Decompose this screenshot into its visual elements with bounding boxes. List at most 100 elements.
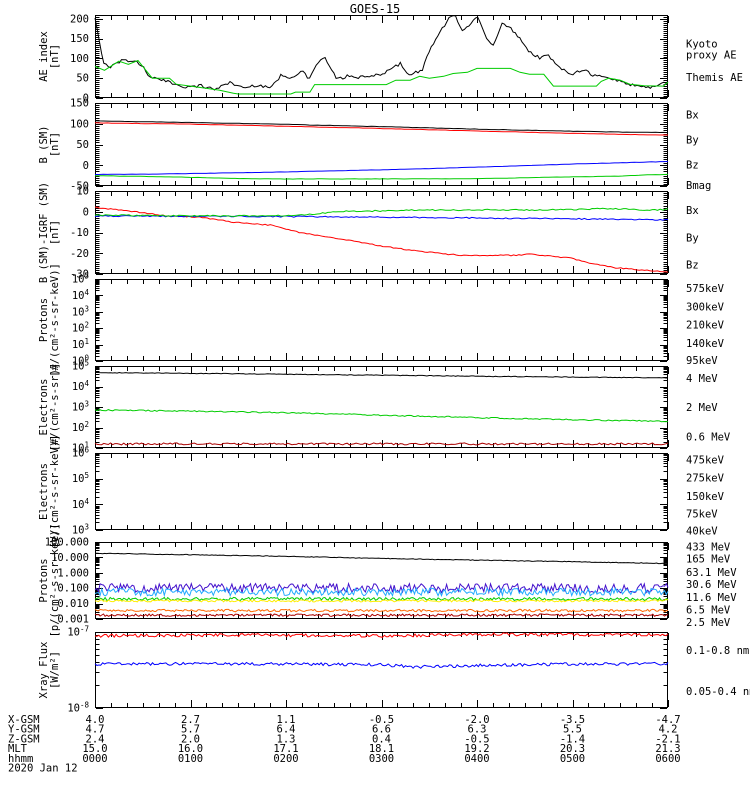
series-themis-ae [94,15,669,91]
y-tick-label: 102 [72,321,89,335]
ephemeris-value: 16.0 [178,743,203,755]
ephemeris-value: -3.5 [560,714,585,726]
panel-b-sm: -50 0 50 100 150 B (SM) [nT] Bx By Bz Bmag [38,98,711,193]
y-axis-title: Electrons [38,463,50,520]
y-tick-label: 10-8 [67,701,89,715]
ephemeris-value: 0600 [655,753,680,765]
y-tick-label: 10-7 [67,625,89,639]
legend-label: Bz [686,260,699,272]
legend-label: 575keV [686,283,725,295]
y-axis-units: [nT] [49,44,61,69]
legend-label: 475keV [686,455,725,467]
legend-label: 0.05-0.4 nm [686,686,750,698]
legend-label: 140keV [686,338,725,350]
panel-frame [95,542,668,619]
ephemeris-row-label: Y-GSM [8,724,40,736]
y-tick-label: -10 [70,227,89,239]
y-tick-label: 150 [70,33,89,45]
axis-ticks [95,542,669,620]
ephemeris-value: 5.7 [181,724,200,736]
panel-frame [95,453,668,530]
y-axis-units: [#/(cm²-s-sr-keV)] [49,263,61,377]
series-11.6-mev [94,586,669,598]
axis-ticks [95,191,669,275]
y-axis-units: [p/(cm²-s-sr-keV)] [49,524,61,638]
y-axis-units: [nT] [49,132,61,157]
legend-label: Themis AE [686,72,743,84]
y-tick-label: 103 [72,523,89,537]
y-tick-label: 10 [76,186,89,198]
y-axis-title: Electrons [38,379,50,436]
ephemeris-value: 0100 [178,753,203,765]
series-30.6-mev [94,596,669,602]
ephemeris-value: 2.7 [181,714,200,726]
ephemeris-value: 0000 [82,753,107,765]
ephemeris-value: 21.3 [655,743,680,755]
panel-electrons-mev: 101 102 103 104 105 Electrons [#/(cm²-s-sr)] 4 … [38,359,731,455]
ephemeris-value: 6.4 [277,724,296,736]
plot-title: GOES-15 [349,2,401,16]
panel-frame [95,15,668,98]
series-0.1-0.8-nm [94,632,669,639]
legend-label: By [686,134,699,146]
y-tick-label: 104 [72,379,90,393]
legend-label: 165 MeV [686,554,731,566]
axis-ticks [95,279,669,362]
legend-label: 433 MeV [686,541,731,553]
series-6.5-mev [94,581,669,595]
panel-frame [95,103,668,186]
ephemeris-value: 4.0 [86,714,105,726]
series-433-mev [94,613,669,618]
y-axis-title: Protons [38,298,50,342]
series-bx [94,214,669,221]
ephemeris-row-label: MLT [8,743,28,755]
y-tick-label: 0 [83,206,89,218]
legend-label: Bx [686,109,699,121]
y-tick-label: 0.001 [57,614,89,626]
y-axis-title: Protons [38,558,50,602]
axis-ticks [95,632,669,709]
legend-label: 4 MeV [686,373,718,385]
y-tick-label: 101 [72,441,89,455]
legend-label: 210keV [686,320,725,332]
ephemeris-value: -2.0 [464,714,489,726]
legend-label: 11.6 MeV [686,592,737,604]
ephemeris-value: 0500 [560,753,585,765]
axis-ticks [95,453,669,531]
ephemeris-value: 0300 [369,753,394,765]
y-tick-label: -50 [70,181,89,193]
ephemeris-value: -0.5 [369,714,394,726]
ephemeris-value: 17.1 [273,743,298,755]
legend-label: Kyoto [686,38,718,50]
panel-b-sm-igrf: -30 -20 -10 0 10 B (SM)-IGRF (SM) [nT] Bx By Bz [38,182,699,283]
y-tick-label: -30 [70,269,89,281]
y-tick-label: 100 [70,53,89,65]
y-tick-label: 105 [72,272,89,286]
y-tick-label: 0 [83,93,89,105]
y-axis-title: B (SM) [38,126,50,164]
y-axis-title: AE index [38,31,50,82]
y-axis-title: Xray Flux [38,642,50,699]
ephemeris-value: -4.7 [655,714,680,726]
legend-label: Bz [686,159,699,171]
ephemeris-value: 1.3 [277,733,296,745]
ephemeris-row-label: hhmm [8,753,33,765]
ephemeris-value: 19.2 [464,743,489,755]
ephemeris-value: -2.1 [655,733,680,745]
legend-label: 0.6 MeV [686,431,731,443]
y-tick-label: 0.010 [57,598,89,610]
legend-label: 2 MeV [686,402,718,414]
legend-label: 63.1 MeV [686,567,737,579]
ephemeris-value: 0400 [464,753,489,765]
y-tick-label: 101 [72,337,89,351]
series-165-mev [94,608,669,613]
ephemeris-value: -1.4 [560,733,585,745]
legend-label: 300keV [686,302,725,314]
series-by [94,207,669,217]
legend-label: Bx [686,205,699,217]
y-axis-units: [W/m²] [49,651,61,689]
series-bz [94,122,669,136]
panel-frame [95,191,668,274]
